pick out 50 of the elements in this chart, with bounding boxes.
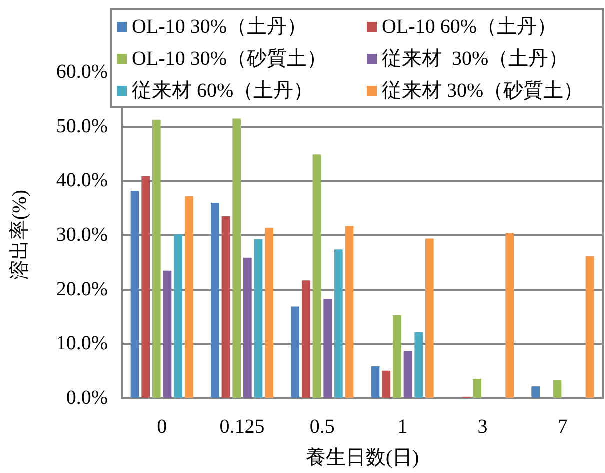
- bar: [174, 234, 183, 398]
- bar: [404, 351, 412, 398]
- y-tick-label: 10.0%: [56, 332, 108, 355]
- bar: [142, 176, 150, 398]
- legend-label: OL-10 30%（砂質土）: [132, 48, 327, 70]
- legend-label: 従来材 30%（土丹）: [382, 48, 569, 70]
- bar: [586, 256, 594, 398]
- y-tick-label: 30.0%: [56, 224, 108, 246]
- y-tick-label: 20.0%: [56, 278, 108, 300]
- bar: [371, 366, 380, 398]
- bar: [232, 118, 241, 398]
- bar: [130, 190, 140, 398]
- bar: [392, 315, 402, 398]
- legend-label: 従来材 60%（土丹）: [132, 80, 314, 102]
- y-axis-title: 溶出率(%): [9, 190, 31, 280]
- legend-label: 従来材 30%（砂質土）: [382, 80, 584, 102]
- y-tick-label: 40.0%: [56, 170, 108, 192]
- bar: [185, 196, 194, 398]
- y-tick-label: 60.0%: [56, 61, 108, 83]
- bar: [244, 258, 252, 398]
- x-tick-label: 0.5: [310, 416, 335, 438]
- bar: [324, 299, 332, 398]
- bar: [345, 226, 354, 398]
- bar: [553, 380, 562, 398]
- x-tick-label: 0: [157, 416, 168, 438]
- x-tick-label: 0.125: [220, 416, 265, 438]
- x-axis-title: 養生日数(日): [306, 447, 420, 469]
- y-tick-label: 50.0%: [56, 115, 108, 138]
- bar: [382, 370, 390, 398]
- bar: [210, 202, 220, 398]
- y-tick-label: 0.0%: [66, 387, 108, 409]
- bar: [532, 386, 540, 398]
- legend-label: OL-10 60%（土丹）: [382, 16, 557, 38]
- bar: [312, 154, 322, 398]
- bar: [302, 280, 310, 398]
- x-tick-label: 7: [558, 416, 568, 438]
- bar: [152, 120, 161, 398]
- bar: [291, 306, 300, 398]
- bar: [254, 239, 263, 398]
- x-tick-label: 3: [478, 416, 488, 438]
- bar: [334, 250, 343, 398]
- bar: [265, 228, 274, 398]
- bar: [506, 233, 514, 398]
- bar: [473, 378, 482, 398]
- legend-label: OL-10 30%（土丹）: [132, 16, 307, 38]
- bar: [414, 332, 424, 398]
- bar: [222, 216, 230, 398]
- x-tick-label: 1: [398, 416, 408, 438]
- bar: [163, 270, 172, 398]
- bar: [426, 238, 434, 398]
